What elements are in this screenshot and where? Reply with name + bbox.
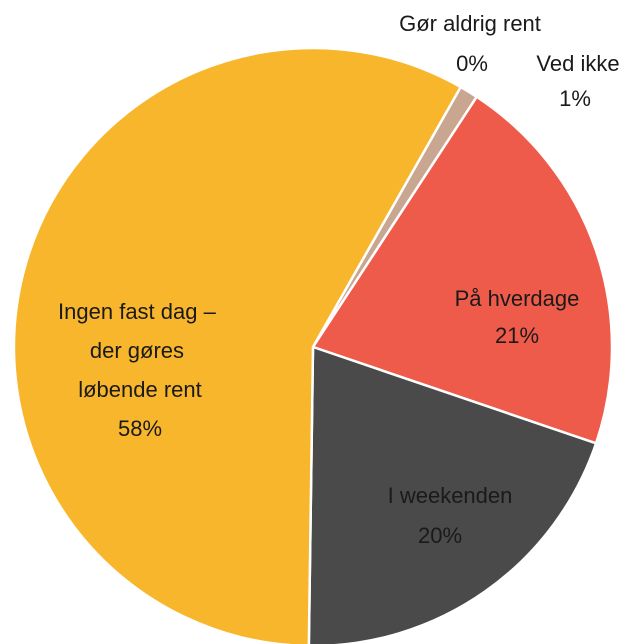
slice-label: På hverdage <box>455 286 580 311</box>
label-line: Ved ikke <box>536 51 619 76</box>
value-label: 21% <box>495 323 539 348</box>
label-line: Gør aldrig rent <box>399 11 541 36</box>
value-label: 58% <box>118 416 162 441</box>
pie-slice <box>12 46 463 644</box>
slice-label: Gør aldrig rent <box>399 11 541 36</box>
slice-label: I weekenden <box>388 483 513 508</box>
label-line: På hverdage <box>455 286 580 311</box>
pie-slice <box>311 95 614 445</box>
value-label: 0% <box>456 51 488 76</box>
slice-label: Ved ikke <box>536 51 619 76</box>
label-line: løbende rent <box>78 377 202 402</box>
value-label: 20% <box>418 523 462 548</box>
pie-slice <box>307 345 598 644</box>
label-line: I weekenden <box>388 483 513 508</box>
slice-label: Ingen fast dag – der gøres løbende rent <box>58 299 222 402</box>
value-label: 1% <box>559 86 591 111</box>
label-line: der gøres <box>90 338 190 363</box>
label-line: Ingen fast dag – <box>58 299 222 324</box>
